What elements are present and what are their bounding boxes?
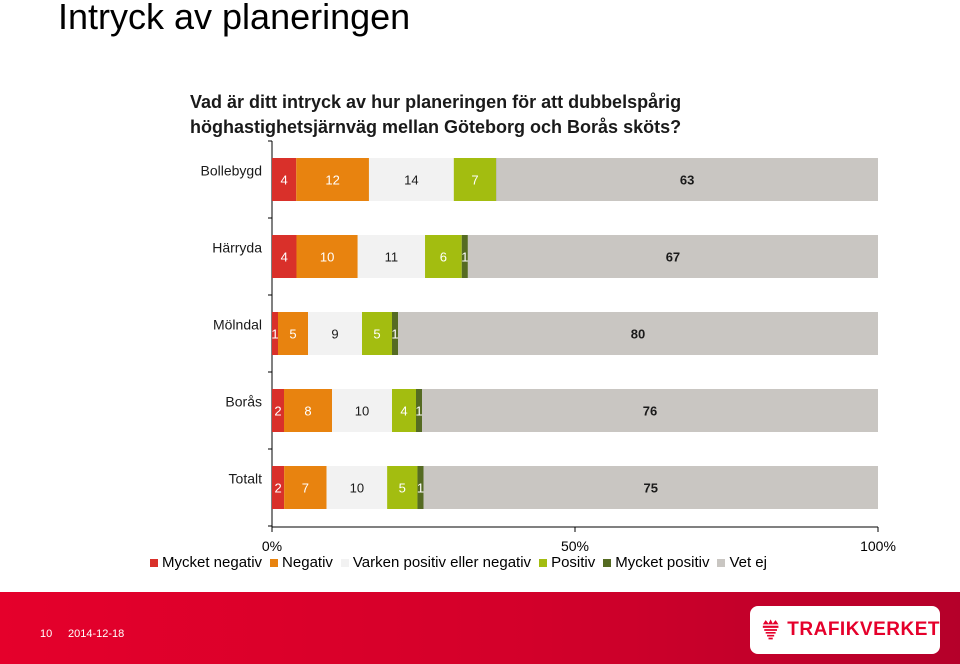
bar-segment	[417, 466, 424, 509]
category-label: Härryda	[212, 240, 262, 256]
category-label: Borås	[225, 394, 262, 410]
bar-segment	[453, 158, 497, 201]
legend-swatch	[340, 558, 349, 567]
data-label: 7	[302, 481, 309, 496]
data-label: 11	[385, 250, 399, 265]
data-label: 1	[415, 404, 422, 419]
bar-segment	[387, 466, 418, 509]
bar-segment	[423, 466, 878, 509]
legend-label: Negativ	[282, 554, 333, 571]
data-label: 2	[274, 481, 281, 496]
category-label: Mölndal	[213, 317, 262, 333]
legend-item: Varken positiv eller negativ	[340, 554, 532, 571]
legend-item: Positiv	[539, 554, 595, 571]
bar-segment	[467, 235, 878, 278]
crown-emblem-icon	[762, 619, 779, 640]
data-label: 12	[325, 173, 339, 188]
category-label: Totalt	[229, 471, 263, 487]
data-label: 1	[391, 327, 398, 342]
data-label: 2	[274, 404, 281, 419]
legend-label: Mycket negativ	[162, 554, 263, 571]
data-label: 10	[350, 481, 364, 496]
bar-segment	[416, 389, 422, 432]
bar-segment	[272, 235, 297, 278]
bar-segment	[362, 312, 392, 355]
data-label: 9	[331, 327, 338, 342]
bar-segment	[392, 389, 416, 432]
data-label: 75	[644, 481, 658, 496]
footer-date: 2014-12-18	[68, 628, 125, 640]
data-label: 10	[355, 404, 369, 419]
data-label: 80	[631, 327, 645, 342]
bar-segment	[422, 389, 878, 432]
x-tick-label: 50%	[561, 538, 589, 554]
data-label: 14	[404, 173, 418, 188]
x-tick-label: 0%	[262, 538, 282, 554]
footer-bar: 10 2014-12-18 TRAFIKVERKET	[0, 592, 960, 664]
bar-segment	[272, 312, 278, 355]
bar-segment	[272, 389, 284, 432]
bar-segment	[272, 466, 285, 509]
legend-swatch	[270, 558, 279, 567]
chart-title: Vad är ditt intryck av hur planeringen f…	[190, 92, 682, 137]
data-label: 1	[417, 481, 424, 496]
data-label: 63	[680, 173, 694, 188]
data-label: 4	[400, 404, 407, 419]
bar-segment	[284, 466, 327, 509]
stacked-bar-chart: 0%50%100%Bollebygd412147063Härryda410116…	[201, 140, 896, 554]
data-label: 67	[666, 250, 680, 265]
category-label: Bollebygd	[201, 163, 263, 179]
bar-segment	[461, 235, 468, 278]
legend-swatch	[539, 558, 548, 567]
bar-segment	[425, 235, 462, 278]
legend-swatch	[603, 558, 612, 567]
data-label: 5	[373, 327, 380, 342]
bar-segment	[272, 158, 297, 201]
bar-segment	[392, 312, 398, 355]
data-label: 1	[271, 327, 278, 342]
logo-text: TRAFIKVERKET	[787, 619, 940, 640]
data-label: 4	[281, 250, 288, 265]
bar-segment	[278, 312, 308, 355]
bar-segment	[326, 466, 388, 509]
data-label: 8	[304, 404, 311, 419]
page-number: 10	[40, 628, 53, 640]
bar-segment	[398, 312, 878, 355]
legend-item: Mycket positiv	[603, 554, 709, 571]
data-label: 76	[643, 404, 657, 419]
chart-legend: Mycket negativ Negativ Varken positiv elle…	[150, 554, 775, 571]
legend-label: Varken positiv eller negativ	[352, 554, 532, 571]
slide-title: Intryck av planeringen	[58, 0, 411, 37]
bar-segment	[332, 389, 392, 432]
data-label: 10	[320, 250, 334, 265]
data-label: 5	[289, 327, 296, 342]
data-label: 7	[471, 173, 478, 188]
data-label: 4	[281, 173, 288, 188]
legend-swatch	[717, 558, 726, 567]
legend-label: Positiv	[551, 554, 596, 571]
legend-item: Negativ	[270, 554, 333, 571]
trafikverket-logo: TRAFIKVERKET	[750, 606, 940, 654]
legend-label: Mycket positiv	[615, 554, 710, 571]
legend-item: Mycket negativ	[150, 554, 262, 571]
legend-item: Vet ej	[717, 554, 767, 571]
bar-segment	[496, 158, 878, 201]
data-label: 5	[399, 481, 406, 496]
bar-segment	[296, 158, 369, 201]
bar-segment	[368, 158, 454, 201]
bar-segment	[284, 389, 332, 432]
x-tick-label: 100%	[860, 538, 896, 554]
legend-swatch	[150, 558, 158, 567]
bar-segment	[308, 312, 362, 355]
bar-segment	[357, 235, 426, 278]
legend-label: Vet ej	[729, 554, 767, 571]
data-label: 6	[440, 250, 447, 265]
data-label: 1	[461, 250, 468, 265]
bar-segment	[296, 235, 358, 278]
